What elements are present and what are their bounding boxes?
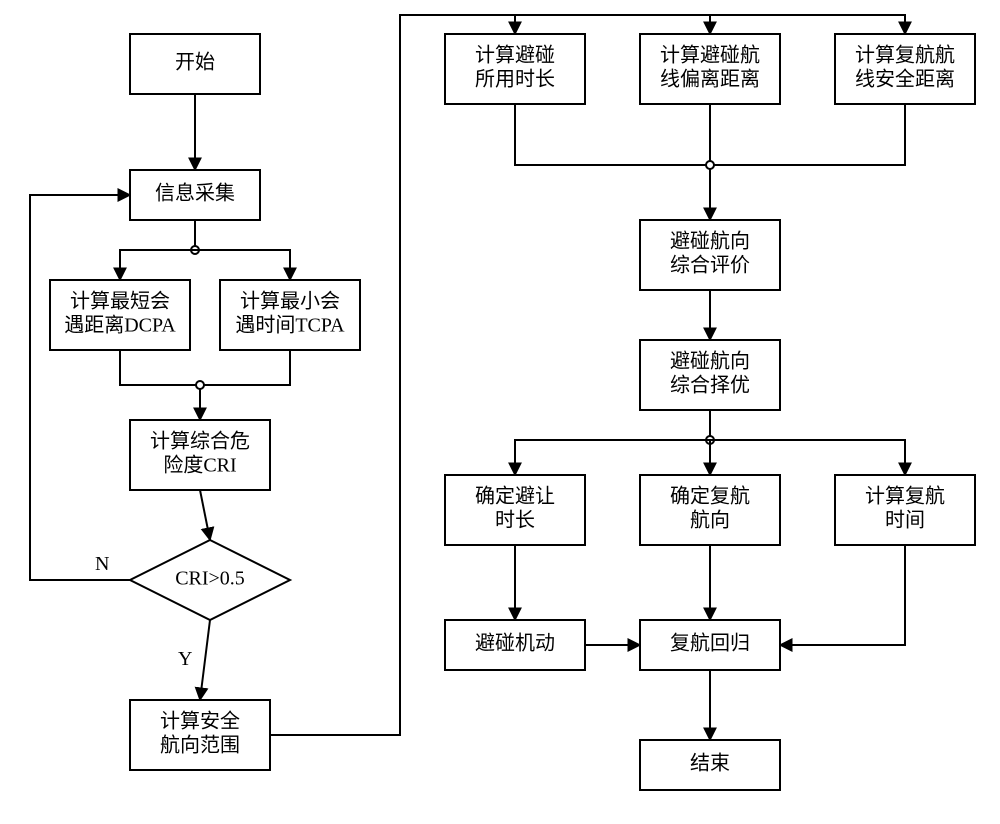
node-dcpa-label: 遇距离DCPA <box>64 314 176 337</box>
edge-split1-dcpa <box>120 250 195 280</box>
edge-resumeTime-resumeReturn <box>780 545 905 645</box>
node-calcTime-label: 计算避碰 <box>475 44 555 67</box>
node-decision-label: CRI>0.5 <box>175 568 245 590</box>
node-avoidTime-label: 时长 <box>495 509 535 532</box>
edge-calcTime-join2 <box>515 104 710 165</box>
node-dcpa-label: 计算最短会 <box>70 290 170 313</box>
node-collect-label: 信息采集 <box>155 182 235 205</box>
node-resumeHdg-label: 航向 <box>690 509 730 532</box>
edge-topbus-calcSafe <box>710 15 905 34</box>
edge-cri-decision <box>200 490 210 540</box>
edge-decision-collect <box>30 195 130 580</box>
node-start-label: 开始 <box>175 51 215 74</box>
node-cri-label: 险度CRI <box>163 454 236 477</box>
edge-calcSafe-join2 <box>710 104 905 165</box>
node-safeRange-label: 航向范围 <box>160 734 240 757</box>
node-end-label: 结束 <box>690 752 730 775</box>
node-avoidTime-label: 确定避让 <box>475 485 555 508</box>
node-evaluate-label: 综合评价 <box>670 254 750 277</box>
node-maneuver-label: 避碰机动 <box>475 632 555 655</box>
node-calcTime-label: 所用时长 <box>475 68 555 91</box>
node-resumeTime-label: 时间 <box>885 509 925 532</box>
node-optimize-label: 避碰航向 <box>670 350 750 373</box>
node-optimize-label: 综合择优 <box>670 374 750 397</box>
edge-label-N: N <box>95 553 109 575</box>
node-calcDev-label: 线偏离距离 <box>660 68 760 91</box>
node-calcSafe-label: 计算复航航 <box>855 44 955 67</box>
node-evaluate-label: 避碰航向 <box>670 230 750 253</box>
node-tcpa-label: 遇时间TCPA <box>235 314 345 337</box>
edge-split1-tcpa <box>195 250 290 280</box>
edge-split2-resumeTime <box>710 440 905 475</box>
node-safeRange-label: 计算安全 <box>160 710 240 733</box>
edge-decision-safeRange <box>200 620 210 700</box>
flowchart-canvas: N Y 开始信息采集计算最短会遇距离DCPA 计算最小会遇时间TCPA 计算综合危险度C… <box>0 0 1000 824</box>
node-resumeTime-label: 计算复航 <box>865 485 945 508</box>
edge-label-Y: Y <box>178 648 192 670</box>
node-calcSafe-label: 线安全距离 <box>855 68 955 91</box>
node-cri-label: 计算综合危 <box>150 430 250 453</box>
node-resumeHdg-label: 确定复航 <box>670 485 750 508</box>
edge-split2-avoidTime <box>515 440 710 475</box>
node-tcpa-label: 计算最小会 <box>240 290 340 313</box>
node-resumeReturn-label: 复航回归 <box>670 632 750 655</box>
edge-tcpa-join1 <box>200 350 290 385</box>
edge-dcpa-join1 <box>120 350 200 385</box>
node-calcDev-label: 计算避碰航 <box>660 44 760 67</box>
